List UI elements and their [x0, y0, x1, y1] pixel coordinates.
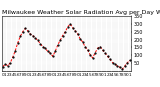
Text: Milwaukee Weather Solar Radiation Avg per Day W/m2/minute: Milwaukee Weather Solar Radiation Avg pe… — [2, 10, 160, 15]
